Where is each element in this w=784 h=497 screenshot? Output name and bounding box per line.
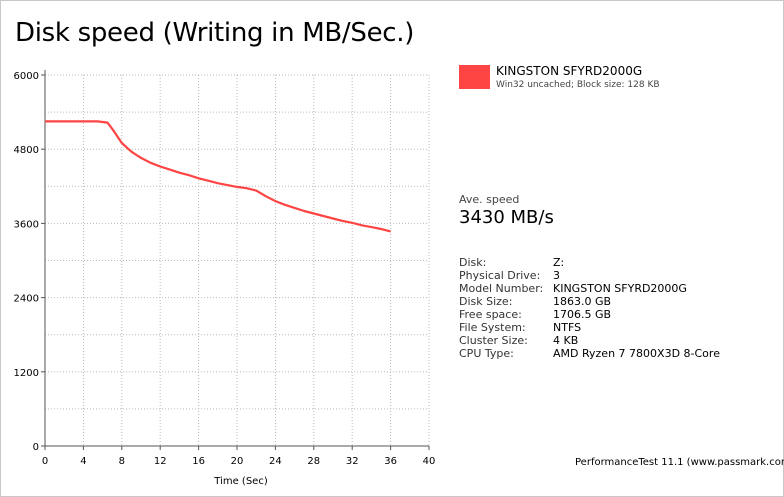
x-tick-label: 4	[80, 456, 86, 467]
x-tick-label: 36	[384, 456, 397, 467]
info-value: 4 KB	[553, 334, 579, 347]
legend-series-subtitle: Win32 uncached; Block size: 128 KB	[496, 80, 660, 90]
info-value: AMD Ryzen 7 7800X3D 8-Core	[553, 347, 720, 360]
y-tick-label: 2400	[14, 294, 39, 305]
x-tick-label: 28	[307, 456, 320, 467]
info-key: CPU Type:	[459, 347, 514, 360]
x-tick-label: 32	[346, 456, 359, 467]
info-key: Physical Drive:	[459, 269, 541, 282]
series-line	[45, 120, 391, 233]
info-key: File System:	[459, 321, 526, 334]
x-axis-title: Time (Sec)	[213, 476, 268, 487]
chart-title: Disk speed (Writing in MB/Sec.)	[15, 18, 415, 48]
x-tick-label: 16	[192, 456, 205, 467]
info-key: Disk:	[459, 256, 487, 269]
ave-speed-label: Ave. speed	[459, 193, 520, 206]
info-value: 1863.0 GB	[553, 295, 612, 308]
ave-speed-value: 3430 MB/s	[459, 207, 554, 228]
info-value: Z:	[553, 256, 565, 269]
legend-series-name: KINGSTON SFYRD2000G	[496, 64, 643, 78]
x-tick-label: 12	[154, 456, 167, 467]
info-key: Model Number:	[459, 282, 544, 295]
footer-credit: PerformanceTest 11.1 (www.passmark.com)	[575, 457, 784, 468]
y-tick-label: 0	[33, 442, 39, 453]
info-value: KINGSTON SFYRD2000G	[553, 282, 687, 295]
info-value: 1706.5 GB	[553, 308, 612, 321]
x-tick-label: 24	[269, 456, 282, 467]
info-value: 3	[553, 269, 560, 282]
legend-swatch	[459, 65, 490, 89]
y-tick-label: 4800	[14, 145, 39, 156]
y-tick-label: 6000	[14, 71, 39, 82]
info-key: Disk Size:	[459, 295, 513, 308]
info-key: Cluster Size:	[459, 334, 528, 347]
x-tick-label: 0	[42, 456, 48, 467]
x-tick-label: 40	[423, 456, 436, 467]
y-tick-label: 1200	[14, 368, 39, 379]
x-tick-label: 20	[231, 456, 244, 467]
y-tick-label: 3600	[14, 219, 39, 230]
x-tick-label: 8	[119, 456, 125, 467]
info-value: NTFS	[553, 321, 582, 334]
info-key: Free space:	[459, 308, 522, 321]
